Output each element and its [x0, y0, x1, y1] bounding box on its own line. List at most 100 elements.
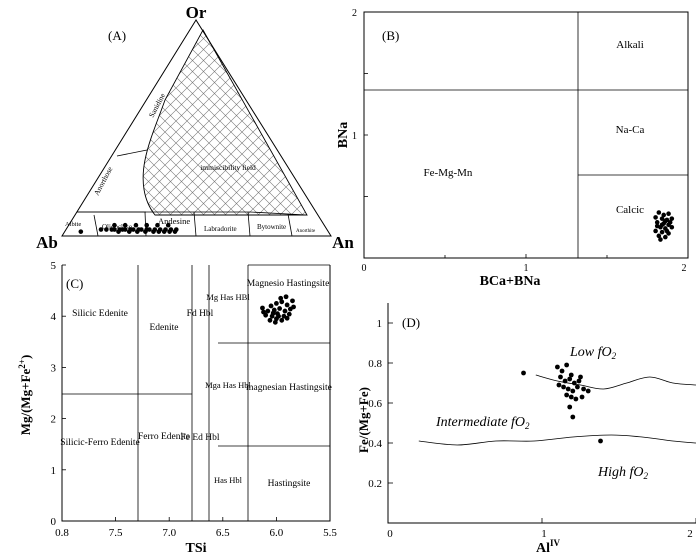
ternary-point-27	[112, 222, 117, 228]
intermediate-high-boundary	[418, 434, 696, 446]
field-fe-mg-mn: Fe-Mg-Mn	[424, 167, 473, 179]
field-magnesian-hastingsite: magnesian Hastingsite	[246, 383, 332, 393]
b-point-19	[667, 220, 673, 225]
c-point-1	[274, 301, 279, 306]
panel-a-label: (A)	[108, 28, 126, 43]
apex-ab-label: Ab	[36, 233, 58, 252]
field-andesine: Andesine	[158, 216, 190, 226]
b-point-2	[666, 211, 671, 217]
d-point-17	[573, 396, 579, 402]
field-oligoclase: Oligoclase	[102, 223, 132, 231]
apex-or-label: Or	[186, 3, 207, 22]
field-anorthite: Anorthite	[296, 229, 316, 234]
field-ferro-edenite: Ferro Edenite	[138, 432, 190, 442]
b-point-3	[653, 215, 658, 220]
b-point-13	[653, 228, 658, 234]
panel-c-frame	[61, 265, 331, 522]
panel-d-oxygen-fugacity: (D) Low fO2 Intermediate fO2 High fO2 Al…	[356, 303, 696, 555]
d-ytick-label-3: 0.8	[368, 358, 382, 370]
ternary-point-33	[78, 229, 84, 234]
c-xtick-label-3: 6.5	[216, 527, 230, 539]
ternary-point-3	[112, 227, 117, 232]
b-point-21	[654, 223, 660, 229]
d-point-1	[555, 364, 560, 370]
panel-c-label: (C)	[66, 276, 83, 291]
d-point-7	[567, 376, 573, 382]
d-point-15	[564, 392, 570, 398]
d-point-10	[561, 384, 566, 390]
panel-c-classification: (C) Silicic Edenite Edenite Fd Hbl Mg Ha…	[17, 260, 337, 555]
ternary-point-29	[133, 222, 139, 228]
c-xtick-label-5: 5.5	[323, 527, 337, 539]
plag-divider-4	[247, 211, 251, 237]
b-point-7	[654, 220, 660, 225]
b-point-22	[664, 228, 670, 234]
d-point-3	[564, 362, 570, 368]
sanidine-anorthose-boundary	[116, 149, 148, 157]
d-point-9	[576, 378, 582, 384]
d-point-13	[575, 384, 580, 390]
b-point-1	[661, 212, 666, 218]
b-xtick-label-1: 1	[524, 263, 529, 274]
annotation-high-fo2: High fO2	[597, 465, 649, 481]
d-point-20	[556, 382, 562, 388]
b-point-20	[663, 218, 668, 224]
ternary-point-22	[163, 227, 168, 232]
b-ytick-label-0: 1	[352, 131, 357, 142]
field-hastingsite: Hastingsite	[268, 479, 311, 489]
c-point-23	[291, 304, 296, 310]
c-xtick-label-4: 6.0	[270, 527, 284, 539]
b-point-0	[656, 210, 662, 215]
d-point-18	[579, 394, 585, 400]
d-ytick-label-0: 0.2	[368, 478, 382, 490]
field-silicic-edenite: Silicic Edenite	[72, 309, 128, 319]
field-edenite: Edenite	[149, 323, 178, 333]
c-point-3	[284, 302, 290, 308]
ternary-point-13	[139, 227, 144, 232]
d-point-22	[567, 404, 573, 410]
panel-d-curves	[418, 374, 696, 446]
c-ytick-label-0: 0	[51, 516, 57, 528]
c-point-5	[265, 308, 271, 314]
ternary-point-32	[165, 222, 171, 228]
immiscibility-region	[142, 29, 308, 216]
c-point-20	[278, 295, 284, 301]
annotation-low-fo2: Low fO2	[569, 345, 617, 361]
b-point-12	[669, 224, 675, 230]
ternary-point-30	[144, 222, 150, 228]
field-calcic: Calcic	[616, 204, 644, 216]
c-point-25	[276, 313, 281, 319]
ternary-point-10	[130, 227, 136, 232]
d-point-19	[585, 388, 591, 394]
b-point-16	[656, 233, 662, 239]
plag-divider-1	[93, 214, 99, 237]
field-mg-has-hbl: Mg Has HBl	[206, 292, 250, 302]
b-point-18	[659, 222, 665, 228]
plag-divider-5	[287, 213, 293, 237]
panel-b-ylabel: BNa	[336, 122, 351, 148]
ternary-point-24	[168, 227, 174, 232]
panel-a-ternary: (A) Or Ab An Sanidine Anorthose immiscib…	[36, 3, 354, 252]
d-point-16	[568, 394, 574, 400]
b-point-4	[659, 216, 665, 221]
d-ytick-label-1: 0.4	[368, 438, 382, 450]
apex-an-label: An	[332, 233, 354, 252]
d-point-4	[568, 372, 574, 378]
field-fd-hbl: Fd Hbl	[187, 309, 214, 319]
c-ytick-label-3: 3	[51, 362, 57, 374]
c-point-26	[270, 310, 276, 316]
d-point-5	[558, 374, 563, 380]
c-point-15	[267, 317, 273, 323]
c-point-18	[284, 315, 290, 321]
c-point-7	[277, 306, 283, 311]
c-ytick-label-4: 4	[51, 311, 57, 323]
d-ytick-label-2: 0.6	[368, 398, 382, 410]
field-alkali: Alkali	[616, 39, 644, 51]
low-intermediate-boundary	[535, 374, 696, 390]
ternary-point-1	[104, 227, 109, 232]
b-xtick-label-0: 0	[362, 263, 367, 274]
c-point-24	[260, 305, 265, 311]
panel-c-points	[260, 294, 296, 325]
field-has-hbl: Has Hbl	[214, 475, 243, 485]
ternary-point-28	[122, 222, 128, 228]
